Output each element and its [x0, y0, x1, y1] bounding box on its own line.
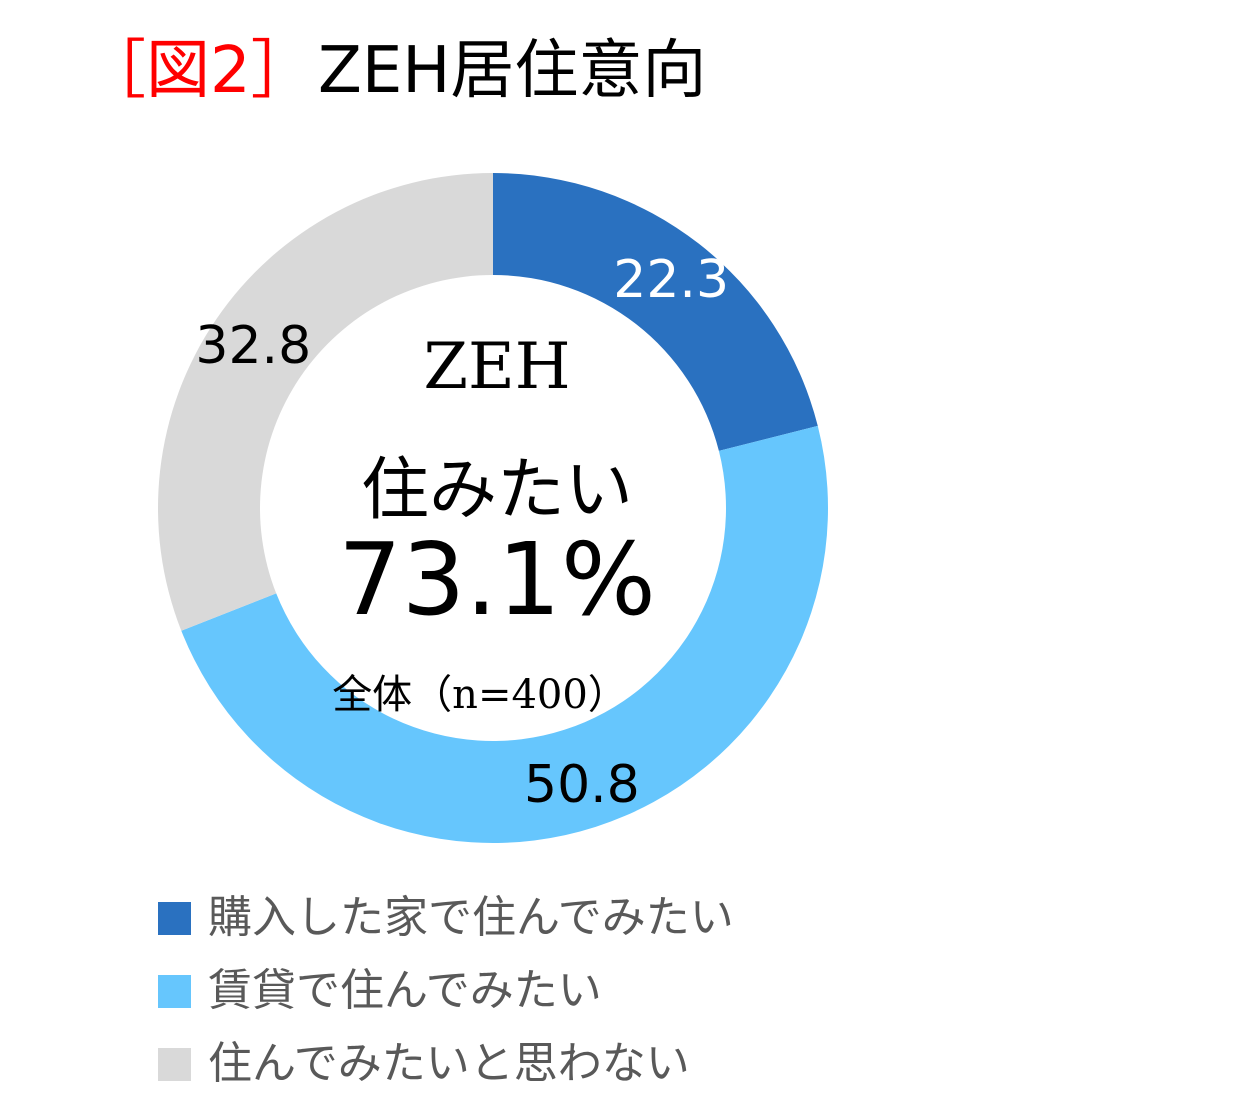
legend-label-3: 住んでみたいと思わない: [208, 1038, 690, 1089]
legend-swatch-2: [158, 975, 191, 1008]
legend-label-1: 購入した家で住んでみたい: [208, 892, 734, 943]
legend-label-2: 賃貸で住んでみたい: [208, 965, 602, 1016]
donut-slice-2: [181, 425, 828, 843]
slice-value-label-1: 22.3: [613, 250, 729, 310]
figure-tag: ［図2］: [82, 34, 315, 108]
slice-value-label-2: 50.8: [524, 755, 640, 815]
legend-swatch-3: [158, 1048, 191, 1081]
center-sample: 全体（n=400）: [332, 672, 628, 718]
center-heading: ZEH: [424, 330, 571, 404]
donut-slice-3: [158, 173, 493, 631]
center-value: 73.1%: [338, 521, 656, 638]
slice-value-label-3: 32.8: [195, 316, 311, 376]
legend-swatch-1: [158, 902, 191, 935]
center-caption: 住みたい: [361, 451, 633, 530]
slice-labels: 22.3 50.8 32.8: [195, 250, 729, 815]
donut-slice-1: [493, 173, 818, 451]
donut-slices: [158, 173, 828, 843]
chart-title: ZEH居住意向: [318, 34, 706, 108]
